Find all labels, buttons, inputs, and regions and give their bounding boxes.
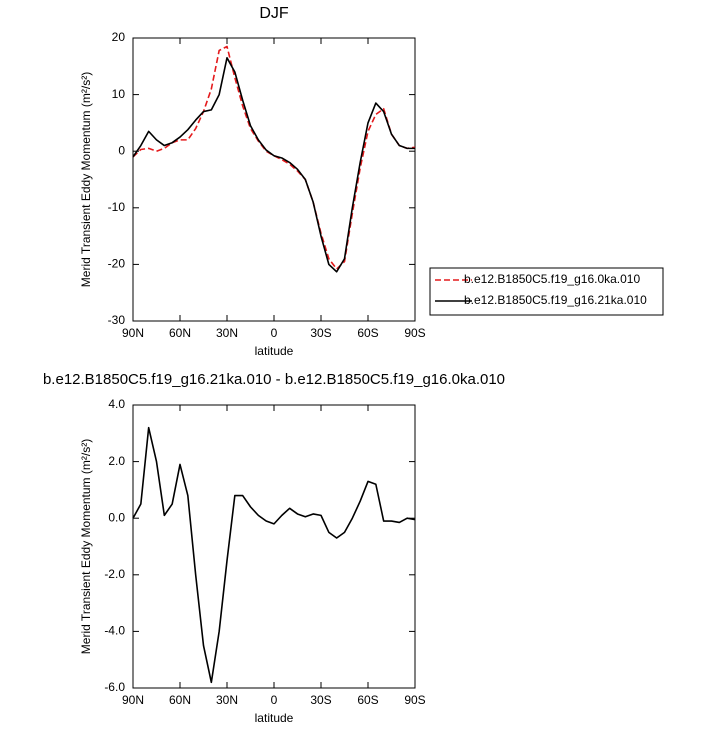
y-tick-label: 4.0 xyxy=(108,397,125,411)
series-line xyxy=(132,57,415,273)
x-tick-label: 30S xyxy=(310,693,331,707)
x-tick-label: 0 xyxy=(271,326,278,340)
x-axis-label: latitude xyxy=(255,711,294,725)
data-line xyxy=(132,426,416,684)
x-tick-label: 90N xyxy=(122,693,144,707)
plot-frame xyxy=(132,37,416,322)
x-tick-label: 90S xyxy=(404,326,425,340)
series-line xyxy=(132,45,416,270)
y-tick-label: 0.0 xyxy=(108,510,125,524)
x-tick-label: 60S xyxy=(357,693,378,707)
plot-frame xyxy=(132,404,416,689)
y-tick-label: 20 xyxy=(112,30,126,44)
y-tick-label: 2.0 xyxy=(108,454,125,468)
x-tick-label: 0 xyxy=(271,693,278,707)
x-tick-label: 60N xyxy=(169,693,191,707)
y-tick-label: -6.0 xyxy=(104,680,125,694)
x-tick-label: 60N xyxy=(169,326,191,340)
y-tick-label: -2.0 xyxy=(104,567,125,581)
chart-title: b.e12.B1850C5.f19_g16.21ka.010 - b.e12.B… xyxy=(43,371,505,388)
legend-box xyxy=(429,267,664,316)
x-tick-label: 90S xyxy=(404,693,425,707)
chart-title: DJF xyxy=(259,5,289,22)
y-tick-label: -4.0 xyxy=(104,624,125,638)
y-tick-label: -30 xyxy=(108,313,126,327)
y-axis-label: Merid Transient Eddy Momentum (m²/s²) xyxy=(79,439,93,654)
y-tick-label: -10 xyxy=(108,200,126,214)
x-tick-label: 30N xyxy=(216,693,238,707)
y-tick-label: 10 xyxy=(112,87,126,101)
y-axis-label: Merid Transient Eddy Momentum (m²/s²) xyxy=(79,72,93,287)
y-tick-label: 0 xyxy=(118,143,125,157)
legend-label: b.e12.B1850C5.f19_g16.21ka.010 xyxy=(464,293,647,307)
x-tick-label: 30S xyxy=(310,326,331,340)
x-tick-label: 60S xyxy=(357,326,378,340)
legend-label: b.e12.B1850C5.f19_g16.0ka.010 xyxy=(464,272,640,286)
x-axis-label: latitude xyxy=(255,344,294,358)
y-tick-label: -20 xyxy=(108,257,126,271)
x-tick-label: 30N xyxy=(216,326,238,340)
x-tick-label: 90N xyxy=(122,326,144,340)
